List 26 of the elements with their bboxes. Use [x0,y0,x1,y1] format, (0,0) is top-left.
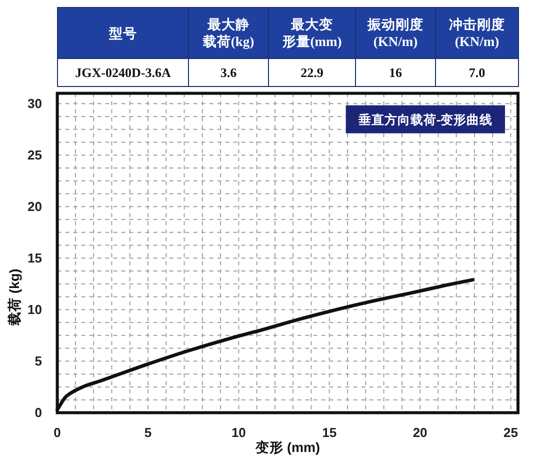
text: JGX-0240D-3.6A [75,64,171,80]
y-tick-label: 20 [28,199,42,214]
x-tick-label: 25 [504,425,518,440]
x-tick-label: 0 [54,425,61,440]
category-label: 振动刚度(KN/m) [356,8,436,58]
text: 16 [389,64,402,80]
text: 3.6 [220,64,237,80]
text: 22.9 [300,64,324,80]
category-label: 冲击刚度(KN/m) [436,8,518,58]
y-axis-title: 载荷 (kg) [7,268,22,326]
y-tick-label: 0 [34,405,42,420]
y-tick-label: 5 [34,354,42,369]
x-tick-label: 20 [412,425,428,440]
x-axis-title: 变形 (mm) [254,439,320,455]
text: 垂直方向载荷-变形曲线 [357,112,492,127]
category-label: 型号 [58,8,188,58]
y-tick-label: 15 [28,250,42,266]
category-label: 最大变形量(mm) [268,8,356,58]
x-tick-label: 10 [231,425,246,440]
y-tick-label: 10 [28,302,42,318]
x-tick-label: 15 [322,425,337,440]
category-label: 最大静载荷(kg) [188,8,268,58]
y-tick-label: 25 [28,148,42,163]
text: 7.0 [468,64,486,80]
x-tick-label: 5 [144,425,152,440]
y-tick-label: 30 [28,96,42,112]
